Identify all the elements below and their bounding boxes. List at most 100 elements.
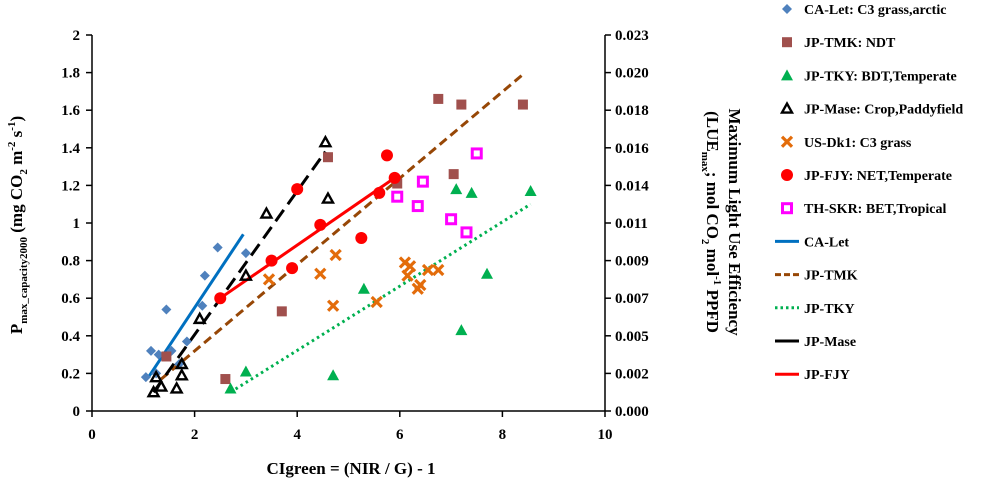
legend-label: JP-FJY	[804, 368, 850, 383]
data-point	[169, 380, 184, 394]
y2-tick-label: 0.023	[615, 28, 649, 44]
data-point	[314, 267, 327, 280]
data-point	[262, 273, 276, 286]
data-point	[433, 93, 444, 104]
legend-marker	[781, 169, 793, 181]
x-tick-label: 2	[191, 427, 199, 443]
data-point	[145, 345, 156, 356]
y2-tick-label: 0.020	[615, 66, 649, 82]
y2-tick-label: 0.007	[615, 291, 649, 307]
x-tick-label: 0	[88, 427, 96, 443]
legend: CA-Let: C3 grass,arctic JP-TMK: NDT JP-TKY…	[775, 3, 963, 383]
data-point	[524, 185, 537, 197]
data-point	[416, 175, 429, 188]
data-point	[517, 99, 528, 110]
data-point	[414, 278, 427, 292]
data-point-stroke	[421, 263, 435, 277]
data-point	[174, 356, 189, 370]
data-point	[355, 232, 368, 245]
legend-label: CA-Let	[804, 235, 849, 250]
data-point	[460, 226, 473, 239]
legend-marker	[782, 4, 792, 14]
series-3	[146, 134, 336, 398]
x-tick-label: 4	[293, 427, 301, 443]
fit-line-jp-tky	[229, 202, 532, 394]
data-point	[224, 382, 237, 394]
y-tick-label: 1.8	[61, 66, 80, 82]
y-tick-label: 0.4	[61, 329, 80, 345]
y2-tick-label: 0.009	[615, 254, 649, 270]
y2-tick-label: 0.002	[615, 366, 649, 382]
legend-label: JP-TMK	[804, 269, 858, 284]
legend-marker	[782, 37, 792, 48]
data-point	[318, 134, 333, 148]
legend-label: CA-Let: C3 grass,arctic	[804, 3, 946, 18]
series-4	[262, 248, 445, 312]
data-point	[314, 218, 327, 231]
y-tick-label: 0.2	[61, 366, 80, 382]
ticks-layer: 0 2 4 6 8 10 0 0.2 0.4 0.6 0.8 1 1.2 1.4 1.6 1.8 2 0.000 0…	[61, 28, 649, 443]
x-axis-title: CIgreen = (NIR / G) - 1	[267, 459, 436, 478]
data-point	[432, 263, 445, 277]
y2-axis-title-line2: (LUEmax; mol CO2 mol-1 PPFD	[699, 111, 723, 333]
data-point	[320, 191, 336, 204]
y-tick-label: 1	[73, 216, 81, 232]
data-point	[239, 365, 252, 377]
y2-tick-label: 0.014	[615, 178, 649, 194]
data-point	[149, 369, 164, 383]
data-point-stroke	[370, 295, 383, 309]
y2-tick-label: 0.005	[615, 329, 649, 345]
legend-label: JP-Mase: Crop,Paddyfield	[804, 103, 963, 118]
legend-marker	[781, 202, 793, 215]
data-point	[327, 369, 340, 381]
fit-line-jp-mase	[152, 150, 327, 394]
data-point	[411, 200, 424, 213]
data-point	[470, 147, 483, 160]
data-points	[140, 93, 537, 398]
y2-axis-title-line1: Maximum Light Use Efficiency	[725, 108, 744, 336]
data-point	[220, 374, 231, 385]
legend-label: JP-TKY	[804, 302, 855, 317]
series-6	[391, 147, 483, 239]
data-point	[370, 295, 383, 309]
legend-label: US-Dk1: C3 grass	[804, 136, 912, 151]
data-point	[455, 324, 468, 336]
data-point	[403, 260, 417, 273]
data-point	[214, 292, 227, 305]
data-point	[445, 213, 458, 226]
data-point	[456, 99, 467, 110]
data-point	[161, 351, 172, 362]
data-point	[357, 282, 370, 294]
data-point	[259, 206, 274, 219]
data-point	[212, 242, 223, 253]
fit-lines	[147, 73, 532, 394]
data-point	[181, 336, 192, 347]
legend-marker-stroke	[780, 135, 794, 148]
data-point	[380, 149, 393, 162]
data-point	[391, 190, 404, 203]
y2-tick-label: 0.016	[615, 141, 649, 157]
data-point-stroke	[432, 263, 445, 277]
data-point-stroke	[326, 299, 340, 312]
series-2	[224, 183, 537, 394]
data-point	[291, 183, 304, 196]
data-point	[154, 379, 169, 392]
y-tick-label: 0.6	[61, 291, 80, 307]
data-point	[373, 186, 386, 199]
data-point-stroke	[314, 267, 327, 280]
data-point-stroke	[403, 260, 417, 273]
data-point	[450, 183, 463, 195]
data-point	[329, 248, 342, 262]
y2-tick-label: 0.011	[615, 216, 648, 232]
x-tick-label: 6	[396, 427, 404, 443]
legend-label: TH-SKR: BET,Tropical	[804, 202, 946, 217]
data-point	[153, 349, 164, 360]
data-point	[448, 169, 459, 180]
y2-tick-label: 0.018	[615, 103, 649, 119]
data-point-stroke	[414, 278, 427, 292]
data-point	[388, 171, 401, 184]
series-5	[214, 149, 401, 305]
y-tick-label: 0	[73, 404, 81, 420]
data-point	[238, 268, 253, 281]
